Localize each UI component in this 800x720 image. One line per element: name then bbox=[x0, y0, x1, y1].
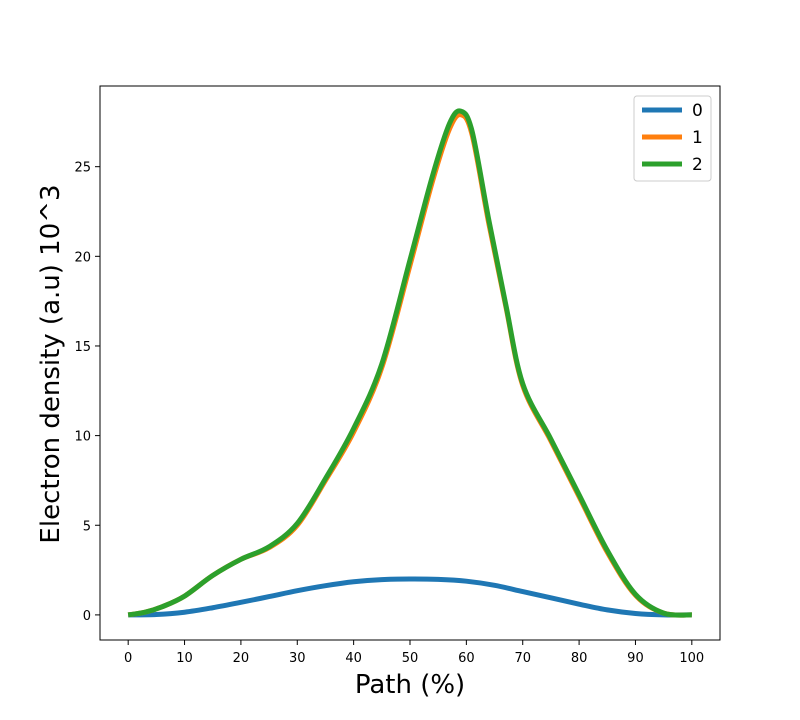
x-axis-label: Path (%) bbox=[355, 670, 465, 700]
series-line-2 bbox=[127, 108, 692, 618]
plot-area bbox=[127, 108, 692, 618]
legend-label-2: 2 bbox=[692, 155, 703, 175]
series-line-1 bbox=[127, 112, 692, 618]
y-axis-label: Electron density (a.u) 10^3 bbox=[36, 184, 66, 543]
x-tick-label-70: 70 bbox=[514, 651, 531, 666]
y-tick-label-20: 20 bbox=[74, 250, 91, 265]
legend: 0 1 2 bbox=[633, 95, 712, 182]
plot-frame bbox=[99, 85, 721, 641]
x-tick-label-80: 80 bbox=[571, 651, 588, 666]
legend-label-0: 0 bbox=[692, 101, 703, 121]
y-tick-label-15: 15 bbox=[74, 340, 91, 355]
x-tick-label-40: 40 bbox=[345, 651, 362, 666]
legend-label-1: 1 bbox=[692, 128, 703, 148]
x-tick-label-100: 100 bbox=[679, 651, 704, 666]
series-line-0 bbox=[128, 576, 692, 618]
x-tick-label-50: 50 bbox=[402, 651, 419, 666]
x-tick-label-90: 90 bbox=[627, 651, 644, 666]
y-tick-label-10: 10 bbox=[74, 430, 91, 445]
x-tick-label-60: 60 bbox=[458, 651, 475, 666]
y-tick-label-5: 5 bbox=[83, 519, 91, 534]
x-tick-label-10: 10 bbox=[176, 651, 193, 666]
x-tick-label-30: 30 bbox=[289, 651, 306, 666]
x-tick-label-20: 20 bbox=[233, 651, 250, 666]
x-tick-label-0: 0 bbox=[124, 651, 132, 666]
y-tick-label-0: 0 bbox=[83, 609, 91, 624]
y-tick-label-25: 25 bbox=[74, 161, 91, 176]
